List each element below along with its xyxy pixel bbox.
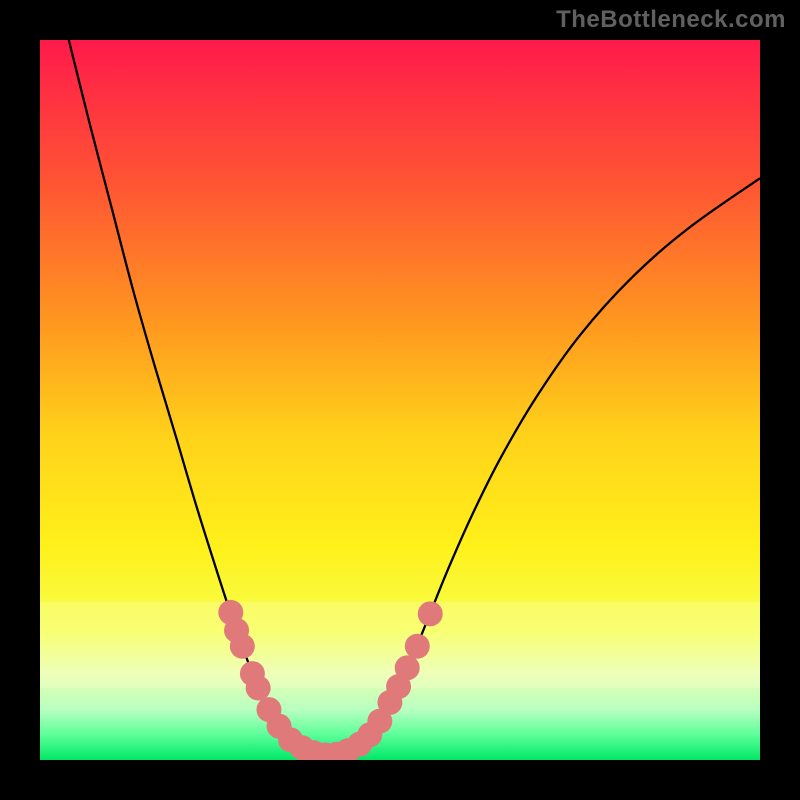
curve-marker <box>405 634 430 659</box>
curve-marker <box>230 634 255 659</box>
watermark-text: TheBottleneck.com <box>556 6 786 34</box>
curve-marker <box>418 601 443 626</box>
bottleneck-chart <box>0 0 800 800</box>
curve-marker <box>246 676 271 701</box>
chart-container: TheBottleneck.com <box>0 0 800 800</box>
curve-marker <box>395 655 420 680</box>
